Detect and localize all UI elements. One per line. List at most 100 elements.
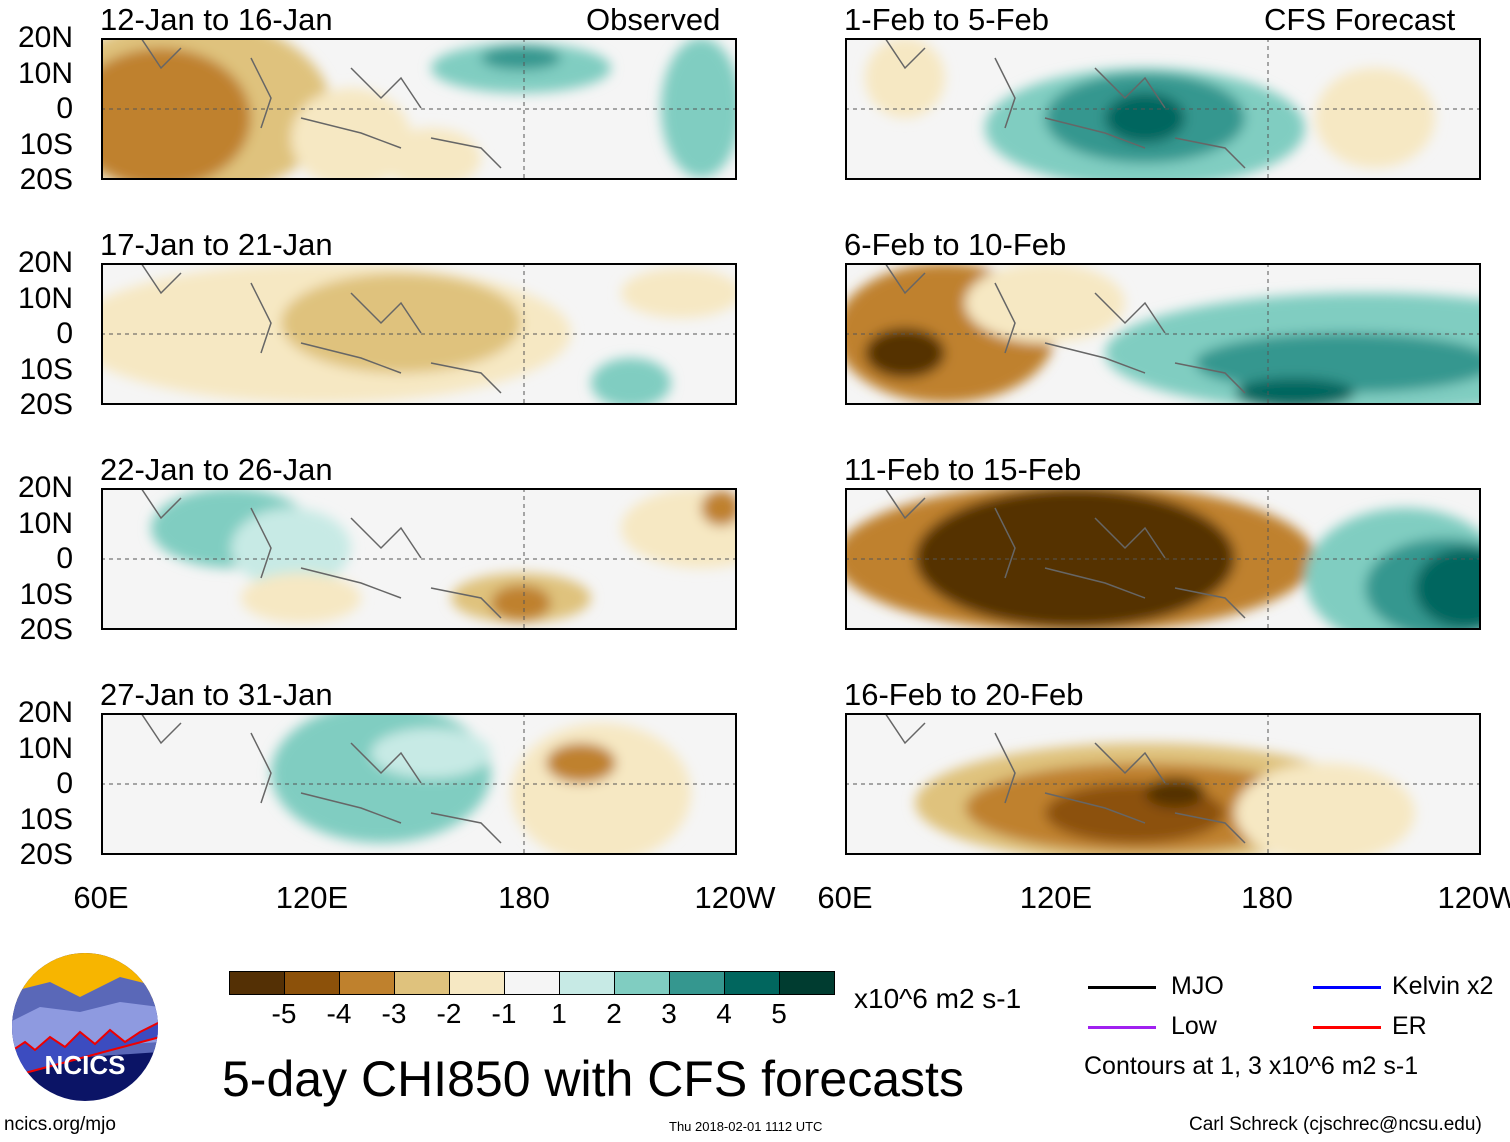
panel-frame: [101, 713, 737, 855]
footer-url[interactable]: ncics.org/mjo: [4, 1114, 116, 1135]
lon-label: 120W: [1437, 880, 1510, 915]
lon-label: 180: [1241, 880, 1293, 915]
legend-label-er: ER: [1392, 1012, 1427, 1040]
anomaly-region: [591, 358, 671, 405]
anomaly-region: [1415, 548, 1481, 628]
anomaly-region: [1235, 763, 1415, 855]
lat-label: 0: [56, 767, 73, 800]
contour-note: Contours at 1, 3 x10^6 m2 s-1: [1084, 1052, 1419, 1080]
colorbar-swatch: [670, 972, 725, 994]
anomaly-region: [661, 38, 737, 178]
ncics-logo: NCICS: [12, 953, 158, 1101]
legend-label-kelvin: Kelvin x2: [1392, 972, 1494, 1000]
lat-label: 10N: [17, 281, 73, 315]
coastline: [884, 488, 1246, 619]
anomaly-region: [915, 488, 1235, 628]
lat-label: 0: [56, 92, 73, 125]
anomaly-region: [965, 263, 1125, 343]
colorbar-swatch: [615, 972, 670, 994]
panel-title: 22-Jan to 26-Jan: [100, 452, 333, 487]
lat-label: 20N: [17, 696, 73, 729]
anomaly-region: [1315, 68, 1435, 168]
anomaly-region: [865, 328, 945, 378]
panel-frame: [845, 38, 1481, 180]
map-panel: [101, 263, 737, 405]
lat-label: 10S: [19, 352, 73, 386]
lon-label: 60E: [73, 880, 129, 915]
panel-frame: [101, 38, 737, 180]
anomaly-region: [701, 490, 737, 526]
anomaly-region: [1235, 378, 1355, 405]
lat-label: 10S: [19, 577, 73, 611]
colorbar-label: 3: [661, 998, 677, 1029]
anomaly-region: [491, 585, 551, 621]
lat-label: 20N: [17, 246, 73, 279]
map-panel: [101, 488, 737, 630]
panel-title: 27-Jan to 31-Jan: [100, 677, 333, 712]
lat-label: 20S: [19, 163, 73, 196]
colorbar-label: -4: [326, 998, 352, 1029]
colorbar-label: 5: [771, 998, 787, 1029]
anomaly-region: [865, 38, 945, 118]
panel-title: 16-Feb to 20-Feb: [844, 677, 1084, 712]
anomaly-region: [281, 273, 521, 373]
colorbar-swatch: [725, 972, 780, 994]
colorbar-label: 1: [551, 998, 567, 1029]
map-panel: [845, 713, 1481, 855]
colorbar-swatch: [340, 972, 395, 994]
map-panel: [101, 713, 737, 855]
colorbar-label: 4: [716, 998, 732, 1029]
anomaly-region: [241, 573, 361, 623]
colorbar-swatch: [560, 972, 615, 994]
map-panel: [845, 38, 1481, 180]
coastline: [140, 488, 502, 619]
colorbar-swatch: [285, 972, 340, 994]
coastline: [884, 713, 1246, 844]
anomaly-region: [381, 128, 481, 180]
anomaly-region: [1105, 93, 1185, 143]
units-label: x10^6 m2 s-1: [854, 983, 1022, 1014]
panel-frame: [101, 488, 737, 630]
anomaly-region: [291, 88, 411, 180]
lat-label: 10N: [17, 56, 73, 90]
colorbar-swatch: [230, 972, 285, 994]
panel-title: 1-Feb to 5-Feb: [844, 2, 1050, 37]
lon-label: 180: [498, 880, 550, 915]
panel-frame: [845, 263, 1481, 405]
coastline: [884, 263, 1246, 394]
lat-label: 10N: [17, 506, 73, 540]
panel-frame: [845, 713, 1481, 855]
colorbar-label: -1: [491, 998, 517, 1029]
panel-title: 17-Jan to 21-Jan: [100, 227, 333, 262]
anomaly-region: [371, 728, 491, 778]
lat-label: 20S: [19, 388, 73, 421]
footer-timestamp: Thu 2018-02-01 1112 UTC: [669, 1119, 823, 1134]
colorbar-label: 2: [606, 998, 622, 1029]
colorbar: [229, 971, 835, 995]
legend-line-mjo: [1088, 986, 1156, 989]
forecast-label: CFS Forecast: [1264, 2, 1456, 37]
legend-label-low: Low: [1171, 1012, 1217, 1040]
coastline: [140, 263, 502, 394]
anomaly-region: [101, 48, 251, 180]
lon-label: 120W: [694, 880, 776, 915]
lat-label: 10S: [19, 127, 73, 161]
legend-line-er: [1313, 1026, 1381, 1029]
map-panel: [845, 263, 1481, 405]
panel-title: 11-Feb to 15-Feb: [844, 452, 1082, 487]
lon-label: 120E: [1019, 880, 1093, 915]
lon-label: 60E: [817, 880, 873, 915]
map-panel: [845, 488, 1481, 630]
anomaly-region: [621, 268, 737, 318]
anomaly-region: [546, 743, 616, 783]
panel-frame: [101, 263, 737, 405]
colorbar-label: -3: [381, 998, 407, 1029]
panel-frame: [845, 488, 1481, 630]
figure-title: 5-day CHI850 with CFS forecasts: [222, 1051, 964, 1107]
coastline: [884, 38, 1246, 169]
colorbar-swatch: [450, 972, 505, 994]
colorbar-swatch: [395, 972, 450, 994]
lat-label: 20N: [17, 21, 73, 54]
anomaly-region: [481, 46, 561, 70]
